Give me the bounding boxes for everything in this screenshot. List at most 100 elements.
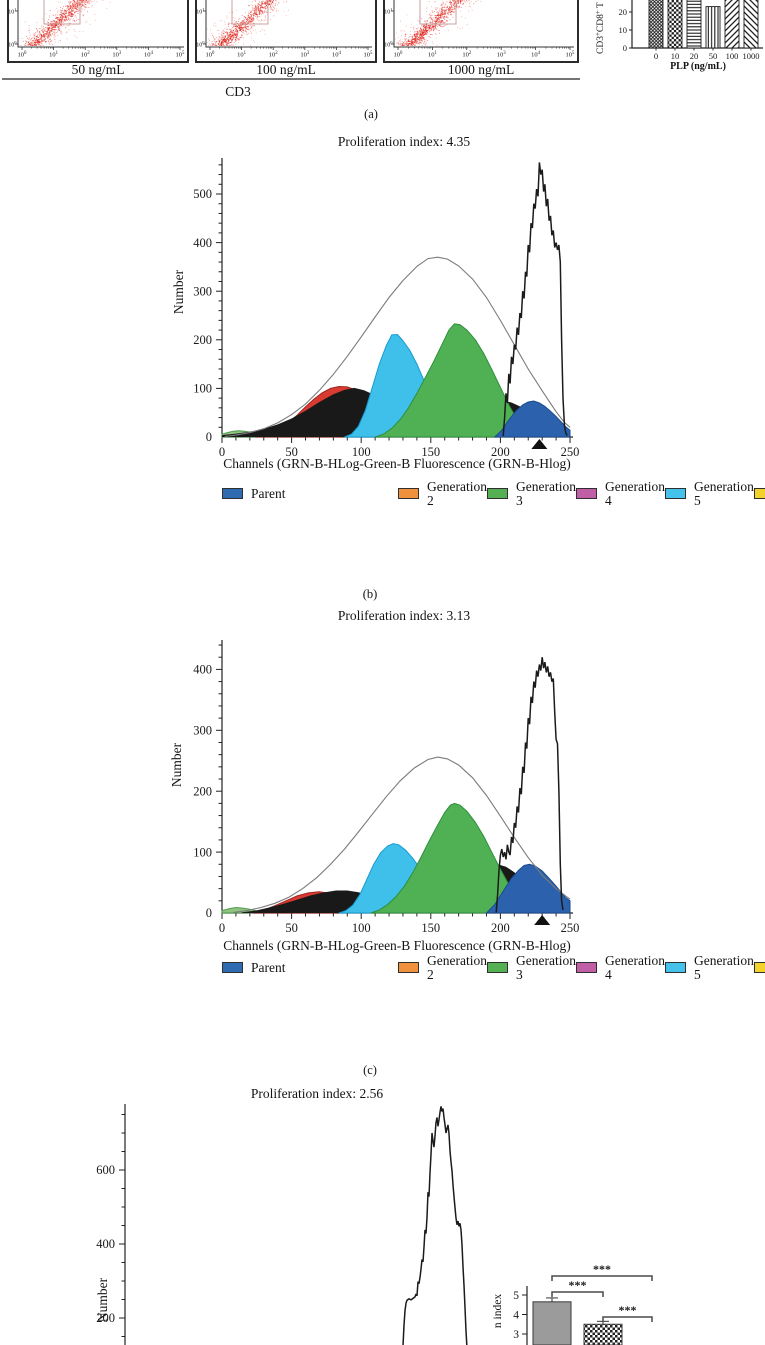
svg-text:400: 400 [193, 663, 212, 677]
svg-text:100: 100 [352, 921, 371, 935]
histogram-panel-c: 0 50 100 150 200 250 0 100 200 300 400 [193, 640, 579, 935]
plp-axis-label: PLP (ng/mL) [670, 61, 726, 72]
svg-text:105: 105 [176, 51, 186, 58]
svg-text:150: 150 [421, 445, 440, 459]
plp-bar-20 [686, 0, 702, 49]
legend-item: Generation 5 [664, 954, 754, 981]
cd8-bar-chart: 0 10 20 0 10 20 50 100 1000 CD3+CD8+ T [594, 0, 763, 61]
svg-text:1000: 1000 [743, 51, 760, 61]
series-parent [493, 400, 571, 438]
caption-a: (a) [364, 107, 378, 121]
legend-swatch [753, 962, 765, 974]
scatter-plot-2: 100 101 102 103 104 105 101 100 [383, 0, 579, 63]
svg-text:***: *** [569, 1278, 587, 1292]
svg-text:100: 100 [726, 51, 739, 61]
legend-swatch [664, 962, 686, 974]
series-trace [402, 1106, 468, 1345]
legend-item: Parent [222, 484, 398, 503]
svg-text:50: 50 [709, 51, 718, 61]
series-trace [502, 162, 568, 437]
svg-text:102: 102 [269, 51, 279, 58]
svg-text:250: 250 [561, 921, 580, 935]
svg-text:400: 400 [193, 236, 212, 250]
series-trace [495, 657, 564, 913]
legend-item: Generation 2 [398, 954, 487, 981]
caption-c: (c) [363, 1063, 377, 1077]
svg-text:10: 10 [619, 25, 628, 35]
legend-item: Generation 3 [486, 480, 576, 507]
svg-text:200: 200 [491, 445, 510, 459]
svg-text:50: 50 [285, 445, 298, 459]
svg-text:100: 100 [196, 40, 205, 48]
svg-text:250: 250 [561, 445, 580, 459]
svg-text:***: *** [593, 1262, 611, 1276]
legend-swatch [486, 962, 508, 974]
svg-text:400: 400 [96, 1237, 115, 1251]
svg-text:150: 150 [421, 921, 440, 935]
panel-c-ylabel: Number [169, 742, 184, 788]
legend-swatch [486, 488, 508, 500]
series-envelope [233, 756, 571, 913]
svg-text:0: 0 [219, 445, 225, 459]
svg-text:0: 0 [654, 51, 658, 61]
cd3-axis-label: CD3 [225, 84, 251, 99]
svg-text:101: 101 [384, 7, 392, 15]
panel-b-title: Proliferation index: 4.35 [337, 134, 471, 149]
legend-item: Generation 3 [486, 954, 576, 981]
proliferation-index-inset-chart: 3 4 5 *** *** *** [513, 1262, 653, 1345]
legend-label: Generation 5 [693, 953, 754, 982]
position-marker-triangle [534, 915, 551, 925]
legend-label: Parent [251, 959, 286, 975]
significance-bracket [602, 1316, 653, 1322]
svg-text:100: 100 [352, 445, 371, 459]
legend-label: Generation 4 [604, 479, 665, 508]
plp-bar-50 [705, 6, 721, 49]
svg-text:200: 200 [491, 921, 510, 935]
svg-text:0: 0 [623, 43, 627, 53]
legend-label: Generation 4 [604, 953, 665, 982]
scatter-label-100: 100 ng/mL [256, 62, 316, 77]
svg-text:600: 600 [96, 1163, 115, 1177]
svg-text:103: 103 [497, 51, 507, 58]
inset-ylabel-partial: n index [492, 1293, 504, 1329]
panel-c-title: Proliferation index: 3.13 [337, 608, 471, 623]
legend-label: Parent [251, 485, 286, 501]
legend-item: Generation 2 [398, 480, 487, 507]
histogram-panel-b: 0 50 100 150 200 250 0 100 200 300 400 500 [193, 158, 579, 459]
plp-bar-0 [648, 0, 664, 49]
svg-text:101: 101 [49, 51, 59, 58]
svg-text:100: 100 [394, 51, 404, 58]
series-parent [485, 863, 571, 914]
legend-item: Generation 6 [753, 484, 765, 503]
svg-text:500: 500 [193, 187, 212, 201]
legend-item: Parent [222, 958, 398, 977]
pi-bar-1 [532, 1301, 572, 1345]
legend-item: Generation 4 [575, 480, 665, 507]
svg-text:103: 103 [112, 51, 122, 58]
legend-label: Generation 2 [427, 953, 487, 982]
legend-item: Generation 6 [753, 958, 765, 977]
svg-text:10: 10 [671, 51, 680, 61]
legend-item: Generation 4 [575, 954, 665, 981]
svg-text:100: 100 [8, 40, 17, 48]
scatter-label-50: 50 ng/mL [71, 62, 125, 77]
plp-bar-10 [667, 0, 683, 49]
svg-text:300: 300 [193, 284, 212, 298]
panel-b-ylabel: Number [171, 269, 186, 315]
series-envelope [224, 256, 571, 438]
legend-item: Generation 5 [664, 480, 754, 507]
svg-text:104: 104 [332, 51, 342, 58]
svg-text:***: *** [619, 1303, 637, 1317]
svg-text:200: 200 [193, 784, 212, 798]
plp-bar-100 [724, 0, 740, 49]
svg-text:101: 101 [8, 7, 16, 15]
legend-swatch [753, 488, 765, 500]
scatter-plot-0: 100 101 102 103 104 105 101 100 [7, 0, 189, 63]
caption-b: (b) [362, 587, 378, 601]
svg-text:3: 3 [513, 1329, 519, 1341]
significance-bracket [551, 1291, 604, 1297]
svg-text:5: 5 [513, 1290, 519, 1302]
legend-label: Generation 2 [427, 479, 487, 508]
